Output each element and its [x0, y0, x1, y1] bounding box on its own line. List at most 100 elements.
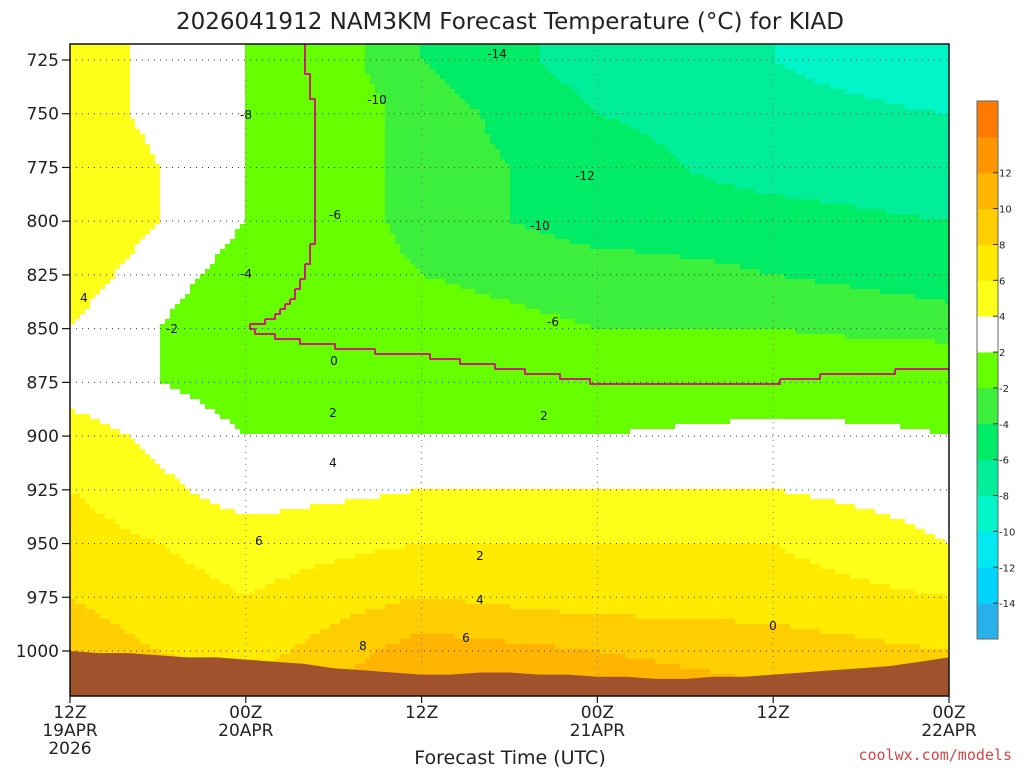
- temperature-cell: [235, 169, 241, 175]
- temperature-cell: [75, 464, 81, 470]
- temperature-cell: [190, 459, 196, 465]
- temperature-cell: [250, 429, 256, 435]
- temperature-cell: [80, 244, 86, 250]
- temperature-cell: [225, 644, 231, 650]
- temperature-cell: [95, 199, 101, 205]
- temperature-cell: [75, 324, 81, 330]
- temperature-cell: [145, 154, 151, 160]
- temperature-cell: [100, 199, 106, 205]
- temperature-cell: [155, 284, 161, 290]
- temperature-cell: [155, 649, 161, 655]
- temperature-cell: [205, 419, 211, 425]
- temperature-cell: [145, 474, 151, 480]
- temperature-cell: [85, 154, 91, 160]
- temperature-cell: [115, 514, 121, 520]
- temperature-cell: [100, 124, 106, 130]
- temperature-cell: [155, 274, 161, 280]
- temperature-cell: [125, 234, 131, 240]
- temperature-cell: [140, 189, 146, 195]
- temperature-cell: [130, 579, 136, 585]
- temperature-cell: [85, 484, 91, 490]
- temperature-cell: [90, 579, 96, 585]
- temperature-cell: [220, 554, 226, 560]
- temperature-cell: [150, 44, 156, 50]
- temperature-cell: [255, 49, 261, 55]
- temperature-cell: [210, 414, 216, 420]
- temperature-cell: [150, 539, 156, 545]
- temperature-cell: [105, 309, 111, 315]
- temperature-cell: [100, 559, 106, 565]
- temperature-cell: [100, 69, 106, 75]
- temperature-cell: [85, 169, 91, 175]
- temperature-cell: [95, 404, 101, 410]
- temperature-cell: [125, 394, 131, 400]
- temperature-cell: [215, 434, 221, 440]
- temperature-cell: [75, 414, 81, 420]
- temperature-cell: [255, 169, 261, 175]
- temperature-cell: [215, 564, 221, 570]
- temperature-cell: [115, 564, 121, 570]
- temperature-cell: [175, 214, 181, 220]
- temperature-cell: [250, 324, 256, 330]
- temperature-cell: [75, 54, 81, 60]
- temperature-cell: [140, 554, 146, 560]
- temperature-cell: [200, 649, 206, 655]
- temperature-cell: [145, 229, 151, 235]
- temperature-cell: [150, 334, 156, 340]
- temperature-cell: [85, 64, 91, 70]
- temperature-cell: [135, 364, 141, 370]
- temperature-cell: [100, 434, 106, 440]
- temperature-cell: [230, 649, 236, 655]
- temperature-cell: [180, 349, 186, 355]
- temperature-cell: [215, 304, 221, 310]
- temperature-cell: [90, 314, 96, 320]
- temperature-cell: [120, 254, 126, 260]
- temperature-cell: [155, 424, 161, 430]
- temperature-cell: [245, 559, 251, 565]
- temperature-cell: [135, 529, 141, 535]
- temperature-cell: [105, 229, 111, 235]
- temperature-cell: [205, 69, 211, 75]
- temperature-cell: [155, 634, 161, 640]
- temperature-cell: [155, 429, 161, 435]
- temperature-cell: [120, 124, 126, 130]
- temperature-cell: [125, 349, 131, 355]
- temperature-cell: [205, 469, 211, 475]
- temperature-cell: [250, 479, 256, 485]
- temperature-cell: [245, 89, 251, 95]
- temperature-cell: [120, 409, 126, 415]
- temperature-cell: [210, 314, 216, 320]
- temperature-cell: [230, 379, 236, 385]
- temperature-cell: [100, 509, 106, 515]
- temperature-cell: [205, 529, 211, 535]
- temperature-cell: [215, 629, 221, 635]
- temperature-cell: [75, 64, 81, 70]
- temperature-cell: [155, 114, 161, 120]
- temperature-cell: [180, 604, 186, 610]
- temperature-cell: [165, 649, 171, 655]
- temperature-cell: [185, 584, 191, 590]
- temperature-cell: [210, 369, 216, 375]
- temperature-cell: [90, 589, 96, 595]
- temperature-cell: [200, 134, 206, 140]
- temperature-cell: [115, 194, 121, 200]
- temperature-cell: [155, 229, 161, 235]
- temperature-cell: [115, 409, 121, 415]
- temperature-cell: [250, 384, 256, 390]
- temperature-cell: [215, 154, 221, 160]
- temperature-cell: [105, 519, 111, 525]
- temperature-cell: [180, 159, 186, 165]
- temperature-cell: [250, 64, 256, 70]
- temperature-cell: [170, 194, 176, 200]
- temperature-cell: [100, 54, 106, 60]
- temperature-cell: [70, 154, 76, 160]
- temperature-cell: [215, 449, 221, 455]
- temperature-cell: [110, 374, 116, 380]
- temperature-cell: [230, 209, 236, 215]
- temperature-cell: [130, 279, 136, 285]
- temperature-cell: [185, 359, 191, 365]
- temperature-cell: [160, 569, 166, 575]
- temperature-cell: [165, 74, 171, 80]
- temperature-cell: [75, 404, 81, 410]
- temperature-cell: [250, 434, 256, 440]
